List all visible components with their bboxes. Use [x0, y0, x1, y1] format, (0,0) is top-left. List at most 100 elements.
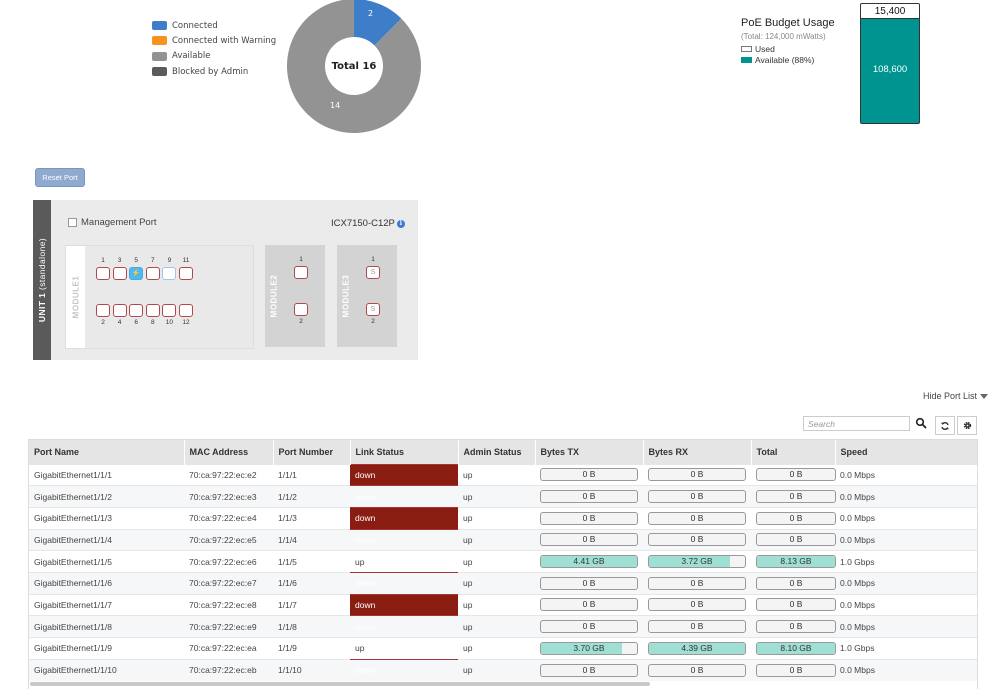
legend-item-blocked: Blocked by Admin	[152, 64, 276, 79]
port-8[interactable]	[145, 304, 160, 317]
cell-link-status: down	[350, 658, 458, 681]
bytes-tx-value: 0 B	[582, 512, 596, 523]
total-value: 0 B	[789, 577, 803, 588]
cell-port-number: 1/1/10	[273, 658, 350, 681]
search-icon[interactable]	[915, 417, 927, 429]
bytes-tx-value: 0 B	[582, 599, 596, 610]
cell-port-name: GigabitEthernet1/1/1	[29, 463, 184, 486]
port-number-label: 12	[182, 319, 190, 326]
reset-port-button[interactable]: Reset Port	[35, 168, 85, 187]
cell-total: 0 B	[751, 485, 836, 508]
port-12[interactable]	[179, 304, 193, 317]
slice-label-connected: 2	[368, 9, 374, 18]
total-value: 0 B	[789, 599, 803, 610]
table-row[interactable]: GigabitEthernet1/1/9 70:ca:97:22:ec:ea 1/1…	[29, 637, 977, 660]
column-header-bytes-tx[interactable]: Bytes TX	[535, 440, 644, 464]
table-row[interactable]: GigabitEthernet1/1/10 70:ca:97:22:ec:eb 1/…	[29, 658, 977, 681]
port-6[interactable]	[129, 304, 144, 317]
port-2[interactable]	[294, 303, 308, 316]
hide-port-list-toggle[interactable]: Hide Port List	[923, 391, 989, 401]
unit-mode: (standalone)	[37, 237, 47, 293]
cell-bytes-tx: 4.41 GB	[535, 550, 643, 573]
port-2[interactable]	[96, 304, 110, 317]
column-header-bytes-rx[interactable]: Bytes RX	[643, 440, 752, 464]
table-row[interactable]: GigabitEthernet1/1/5 70:ca:97:22:ec:e6 1/1…	[29, 550, 977, 573]
port-number-label: 1	[371, 256, 375, 263]
legend-swatch	[152, 36, 167, 46]
port-1[interactable]: S	[366, 266, 380, 279]
cell-port-name: GigabitEthernet1/1/9	[29, 637, 184, 660]
bytes-tx-progress-bar: 0 B	[540, 576, 638, 590]
column-header-admin-status[interactable]: Admin Status	[458, 440, 536, 464]
port-11[interactable]	[179, 267, 193, 280]
table-row[interactable]: GigabitEthernet1/1/3 70:ca:97:22:ec:e4 1/1…	[29, 506, 977, 530]
port-2[interactable]: S	[366, 303, 380, 316]
port-3[interactable]	[112, 267, 127, 280]
table-row[interactable]: GigabitEthernet1/1/8 70:ca:97:22:ec:e9 1/1…	[29, 615, 977, 638]
port-number-label: 10	[165, 319, 173, 326]
total-progress-bar: 8.13 GB	[756, 555, 836, 569]
column-header-total[interactable]: Total	[751, 440, 836, 464]
bytes-rx-progress-bar: 0 B	[648, 598, 746, 612]
cell-speed: 0.0 Mbps	[835, 485, 977, 508]
port-number-label: 1	[299, 256, 303, 263]
port-1[interactable]	[294, 266, 308, 279]
port-1[interactable]	[96, 267, 110, 280]
column-header-speed[interactable]: Speed	[835, 440, 977, 464]
table-row[interactable]: GigabitEthernet1/1/7 70:ca:97:22:ec:e8 1/1…	[29, 593, 977, 616]
horizontal-scrollbar[interactable]	[30, 682, 650, 686]
cell-mac-address: 70:ca:97:22:ec:e4	[184, 506, 273, 530]
column-header-port-number[interactable]: Port Number	[273, 440, 351, 464]
table-row[interactable]: GigabitEthernet1/1/4 70:ca:97:22:ec:e5 1/1…	[29, 528, 977, 551]
cell-mac-address: 70:ca:97:22:ec:e7	[184, 571, 273, 595]
bytes-rx-progress-bar: 0 B	[648, 620, 746, 634]
port-7[interactable]	[145, 267, 160, 280]
port-10[interactable]	[162, 304, 177, 317]
donut-slice-connected[interactable]	[354, 0, 402, 46]
cell-link-status: down	[350, 571, 458, 595]
column-header-link-status[interactable]: Link Status	[350, 440, 459, 464]
port-5[interactable]: ⚡	[129, 267, 144, 280]
legend-label: Available (88%)	[755, 55, 815, 65]
settings-button[interactable]	[957, 416, 977, 435]
port-number-label: 6	[134, 319, 138, 326]
refresh-button[interactable]	[935, 416, 955, 435]
port-number-label: 1	[101, 257, 105, 264]
cell-link-status: up	[350, 550, 458, 573]
legend-label: Connected	[172, 20, 218, 31]
bytes-tx-progress-bar: 0 B	[540, 598, 638, 612]
management-port-option[interactable]: Management Port	[68, 217, 157, 228]
total-bar-fill	[757, 556, 835, 568]
info-icon[interactable]: i	[396, 219, 405, 228]
management-port-checkbox[interactable]	[68, 218, 77, 227]
donut-slice-available[interactable]	[287, 0, 421, 133]
cell-total: 0 B	[751, 506, 836, 530]
cell-port-number: 1/1/6	[273, 571, 350, 595]
cell-bytes-rx: 0 B	[643, 593, 751, 616]
cell-admin-status: up	[458, 463, 535, 486]
cell-port-number: 1/1/1	[273, 463, 350, 486]
cell-speed: 0.0 Mbps	[835, 506, 977, 530]
table-row[interactable]: GigabitEthernet1/1/1 70:ca:97:22:ec:e2 1/1…	[29, 463, 977, 486]
poe-used-segment: 15,400	[861, 4, 919, 19]
module-1-ports: 1 3 ⚡ 5 7 9 11 2 4 6 8 10 12	[85, 246, 253, 348]
column-header-mac-address[interactable]: MAC Address	[184, 440, 274, 464]
bytes-tx-progress-bar: 3.70 GB	[540, 641, 638, 655]
table-row[interactable]: GigabitEthernet1/1/6 70:ca:97:22:ec:e7 1/1…	[29, 571, 977, 595]
module-3: MODULE3 S 1 S 2	[337, 245, 397, 347]
bytes-rx-value: 0 B	[690, 664, 704, 675]
port-9[interactable]	[162, 267, 177, 280]
cell-mac-address: 70:ca:97:22:ec:e8	[184, 593, 273, 616]
port-table: Port Name MAC Address Port Number Link S…	[29, 440, 977, 681]
total-value: 0 B	[789, 664, 803, 675]
table-row[interactable]: GigabitEthernet1/1/2 70:ca:97:22:ec:e3 1/1…	[29, 485, 977, 508]
cell-total: 0 B	[751, 593, 836, 616]
search-input[interactable]	[803, 416, 910, 431]
bytes-rx-progress-bar: 4.39 GB	[648, 641, 746, 655]
bytes-rx-progress-bar: 0 B	[648, 533, 746, 547]
module-1-label-area: MODULE1	[66, 246, 85, 348]
column-header-port-name[interactable]: Port Name	[29, 440, 185, 464]
bytes-tx-progress-bar: 4.41 GB	[540, 555, 638, 569]
port-4[interactable]	[112, 304, 127, 317]
cell-admin-status: up	[458, 506, 535, 530]
